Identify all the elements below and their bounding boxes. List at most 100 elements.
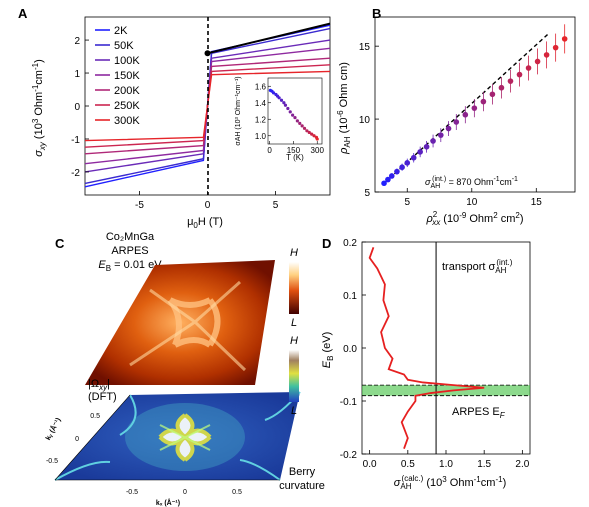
a-ytick-label: 1 <box>74 69 80 80</box>
inset-point <box>279 98 284 102</box>
a-ytick-label: -1 <box>71 135 80 146</box>
legend-label-300K: 300K <box>114 115 140 127</box>
inset-xtick-label: 0 <box>267 146 272 155</box>
data-point <box>552 44 559 51</box>
inset-point <box>307 130 311 135</box>
inset-point <box>295 119 299 123</box>
panel-b-frame <box>374 16 576 193</box>
legend-label-150K: 150K <box>114 70 140 82</box>
inset-point <box>282 101 286 105</box>
panel-a-letter: A <box>18 6 28 21</box>
panel-b-xlabel: ρ2 xx (10-9 Ohm2 cm2) <box>425 210 523 227</box>
b-xtick-label: 15 <box>531 197 543 208</box>
d-ytick-label: -0.2 <box>340 450 358 461</box>
inset-point <box>312 134 316 138</box>
inset-point <box>286 106 290 111</box>
panel-a-xlabel: μ0H (T) <box>187 216 223 230</box>
inset-point <box>283 103 288 107</box>
legend-label-100K: 100K <box>114 55 140 67</box>
d-ytick-label: 0.0 <box>343 344 357 355</box>
a-xtick-label: -5 <box>135 200 144 211</box>
inset-ytick-label: 1.6 <box>255 82 267 91</box>
data-point <box>534 58 541 65</box>
panel-d-letter: D <box>322 236 331 251</box>
berry-label-2: curvature <box>279 480 325 492</box>
dft-label: |Ωxy| <box>88 378 110 392</box>
data-point <box>394 168 400 175</box>
legend-label-50K: 50K <box>114 40 134 52</box>
b-ytick-label: 15 <box>359 42 371 53</box>
panel-c-title-1: Co₂MnGa <box>106 231 155 243</box>
data-point <box>480 98 487 105</box>
data-point <box>399 164 405 171</box>
dft-colorbar <box>289 350 299 402</box>
curve-300K <box>84 70 331 142</box>
data-point <box>445 125 452 132</box>
dft-scale-low: L <box>291 405 297 417</box>
data-point <box>388 173 395 179</box>
ky-tick-1: -0.5 <box>46 458 58 465</box>
legend-label-200K: 200K <box>114 85 140 97</box>
data-point <box>489 91 496 98</box>
dft-label-2: (DFT) <box>88 391 117 403</box>
data-point <box>543 52 550 58</box>
inset-point <box>277 96 281 100</box>
arpes-scale-low: L <box>291 317 297 329</box>
panel-a-ylabel: σxy (103 Ohm-1cm-1) <box>31 59 47 157</box>
inset-xtick-label: 300 <box>311 146 325 155</box>
dft-scale-high: H <box>290 335 298 347</box>
data-point <box>438 132 444 138</box>
b-xtick-label: 5 <box>404 197 410 208</box>
panel-b: B 5 5 10 10 15 15 σAH(int.) = 870 Ohm-1cm-1 ρ… <box>336 6 576 227</box>
arpes-map <box>85 260 275 385</box>
d-xtick-label: 0.0 <box>363 459 377 470</box>
extrapolation-line <box>207 22 331 55</box>
arpes-colorbar <box>289 262 299 314</box>
transport-label: transport σAH(int.) <box>442 258 513 275</box>
d-ytick-label: 0.2 <box>343 238 357 249</box>
data-point <box>525 65 532 71</box>
data-point <box>430 138 436 144</box>
panel-d-ticks: 0.0 0.5 1.0 1.5 2.0 0.2 0.1 0.0 -0.1 -0.2 <box>340 238 530 470</box>
inset-point <box>300 124 304 128</box>
berry-label-1: Berry <box>289 466 316 478</box>
data-point <box>462 111 469 118</box>
inset-points <box>268 88 319 141</box>
data-point <box>507 78 514 84</box>
panel-b-letter: B <box>372 6 381 21</box>
panel-c: C Co₂MnGa ARPES EB = 0.01 eV H L |Ωxy| (… <box>43 231 325 507</box>
d-xtick-label: 1.5 <box>477 459 491 470</box>
d-xtick-label: 1.0 <box>439 459 453 470</box>
legend-label-250K: 250K <box>114 100 140 112</box>
a-xtick-label: 0 <box>205 200 211 211</box>
inset-ytick-label: 1.2 <box>255 115 267 124</box>
inset-point <box>271 91 276 95</box>
inset-point <box>315 137 319 141</box>
inset-point <box>293 116 297 120</box>
inset-point <box>298 121 302 125</box>
data-point <box>410 154 417 161</box>
kx-axis-label: kₓ (Å⁻¹) <box>156 498 180 507</box>
panel-d-xlabel: σAH(calc.) (103 Ohm-1cm-1) <box>394 474 506 491</box>
panel-d: D 0.0 0.5 1.0 1.5 2.0 0.2 0.1 0.0 -0.1 -0.2 trans… <box>321 236 531 491</box>
a-xtick-label: 5 <box>273 200 279 211</box>
data-point <box>516 71 523 78</box>
inset-point <box>310 132 314 136</box>
panel-c-title-2: ARPES <box>111 245 148 257</box>
data-point <box>561 36 568 42</box>
inset-ticks: 0 150 300 1.0 1.2 1.4 1.6 <box>255 82 325 155</box>
dft-ky-axis <box>54 394 131 481</box>
a-ytick-label: -2 <box>71 168 80 179</box>
b-xtick-label: 10 <box>466 197 478 208</box>
data-point <box>404 160 411 166</box>
panel-d-ylabel: EB (eV) <box>321 332 335 369</box>
arpes-scale-high: H <box>290 247 298 259</box>
data-point <box>381 180 387 187</box>
panel-c-letter: C <box>55 236 65 251</box>
panel-b-annotation: σAH(int.) = 870 Ohm-1cm-1 <box>425 176 518 190</box>
data-point <box>453 119 460 125</box>
d-ytick-label: -0.1 <box>340 397 358 408</box>
a-ytick-label: 0 <box>74 102 80 113</box>
inset-point <box>302 126 307 130</box>
